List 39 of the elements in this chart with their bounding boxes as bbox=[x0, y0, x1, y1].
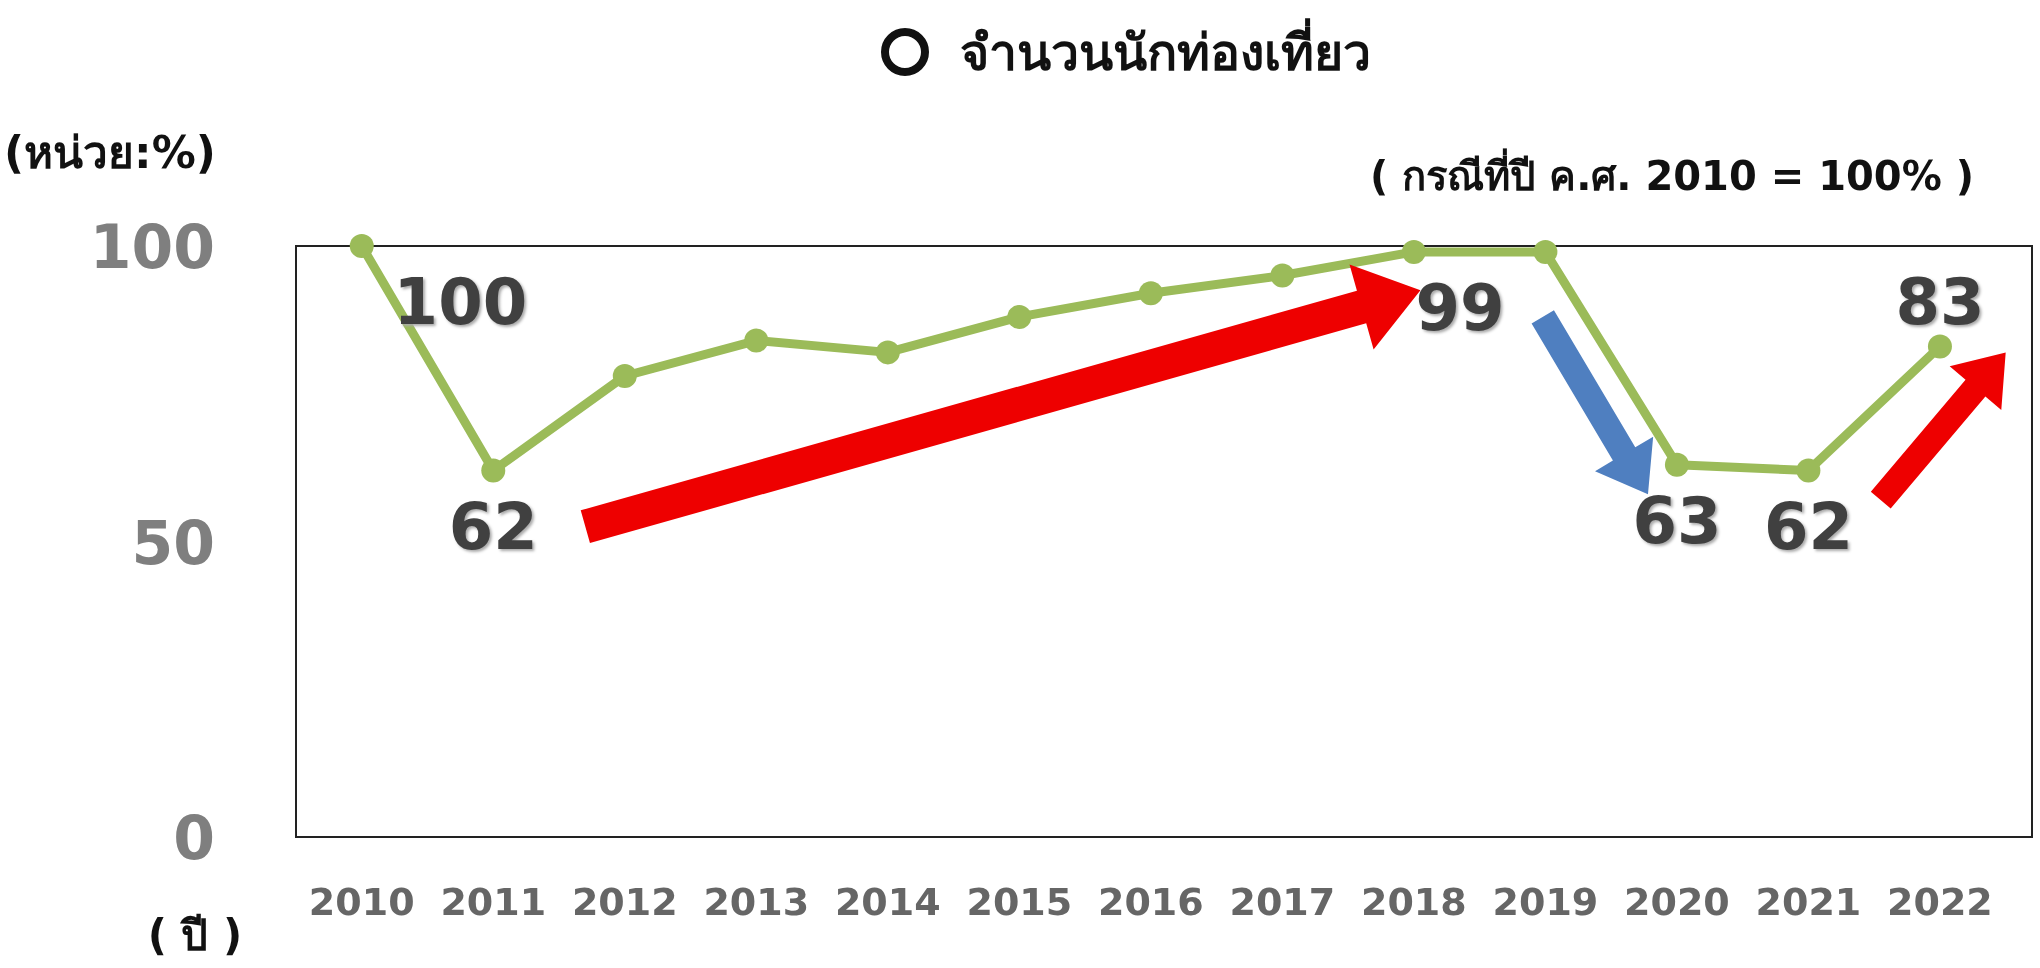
chart-title: จำนวนนักท่องเที่ยว bbox=[960, 18, 1371, 82]
point bbox=[1533, 239, 1558, 264]
y-tick-label: 50 bbox=[131, 507, 215, 578]
x-tick-label: 2019 bbox=[1492, 880, 1599, 924]
point bbox=[349, 234, 374, 258]
point bbox=[1796, 458, 1821, 483]
x-tick-label: 2016 bbox=[1097, 880, 1204, 924]
data-label: 62 bbox=[1763, 489, 1853, 564]
x-axis-title: ( ปี ) bbox=[147, 911, 243, 960]
point bbox=[1401, 239, 1426, 264]
point bbox=[875, 340, 900, 365]
point bbox=[612, 364, 637, 389]
y-axis-title: (หน่วย:%) bbox=[4, 127, 216, 178]
point bbox=[1664, 452, 1689, 477]
x-tick-label: 2021 bbox=[1755, 880, 1862, 924]
x-tick-label: 2017 bbox=[1229, 880, 1336, 924]
point bbox=[481, 458, 506, 483]
data-label: 99 bbox=[1415, 270, 1505, 345]
x-tick-label: 2020 bbox=[1624, 880, 1730, 924]
y-tick-label: 100 bbox=[89, 212, 215, 282]
point bbox=[1138, 281, 1163, 306]
data-label: 100 bbox=[393, 265, 528, 339]
data-label: 63 bbox=[1632, 483, 1722, 558]
point bbox=[744, 328, 769, 353]
data-label: 62 bbox=[448, 489, 538, 564]
point bbox=[1270, 263, 1295, 288]
x-tick-label: 2012 bbox=[571, 880, 678, 924]
x-tick-label: 2013 bbox=[703, 880, 810, 924]
y-tick-label: 0 bbox=[173, 803, 215, 873]
point bbox=[1927, 334, 1952, 359]
x-tick-label: 2011 bbox=[440, 880, 547, 924]
data-label: 83 bbox=[1895, 265, 1985, 340]
x-tick-label: 2022 bbox=[1887, 880, 1993, 924]
x-tick-label: 2018 bbox=[1361, 880, 1467, 924]
chart-subtitle: ( กรณีที่ปี ค.ศ. 2010 = 100% ) bbox=[1370, 148, 1974, 199]
x-tick-label: 2014 bbox=[834, 880, 941, 924]
point bbox=[1007, 304, 1032, 329]
x-tick-label: 2010 bbox=[308, 880, 415, 924]
x-tick-label: 2015 bbox=[966, 880, 1073, 924]
